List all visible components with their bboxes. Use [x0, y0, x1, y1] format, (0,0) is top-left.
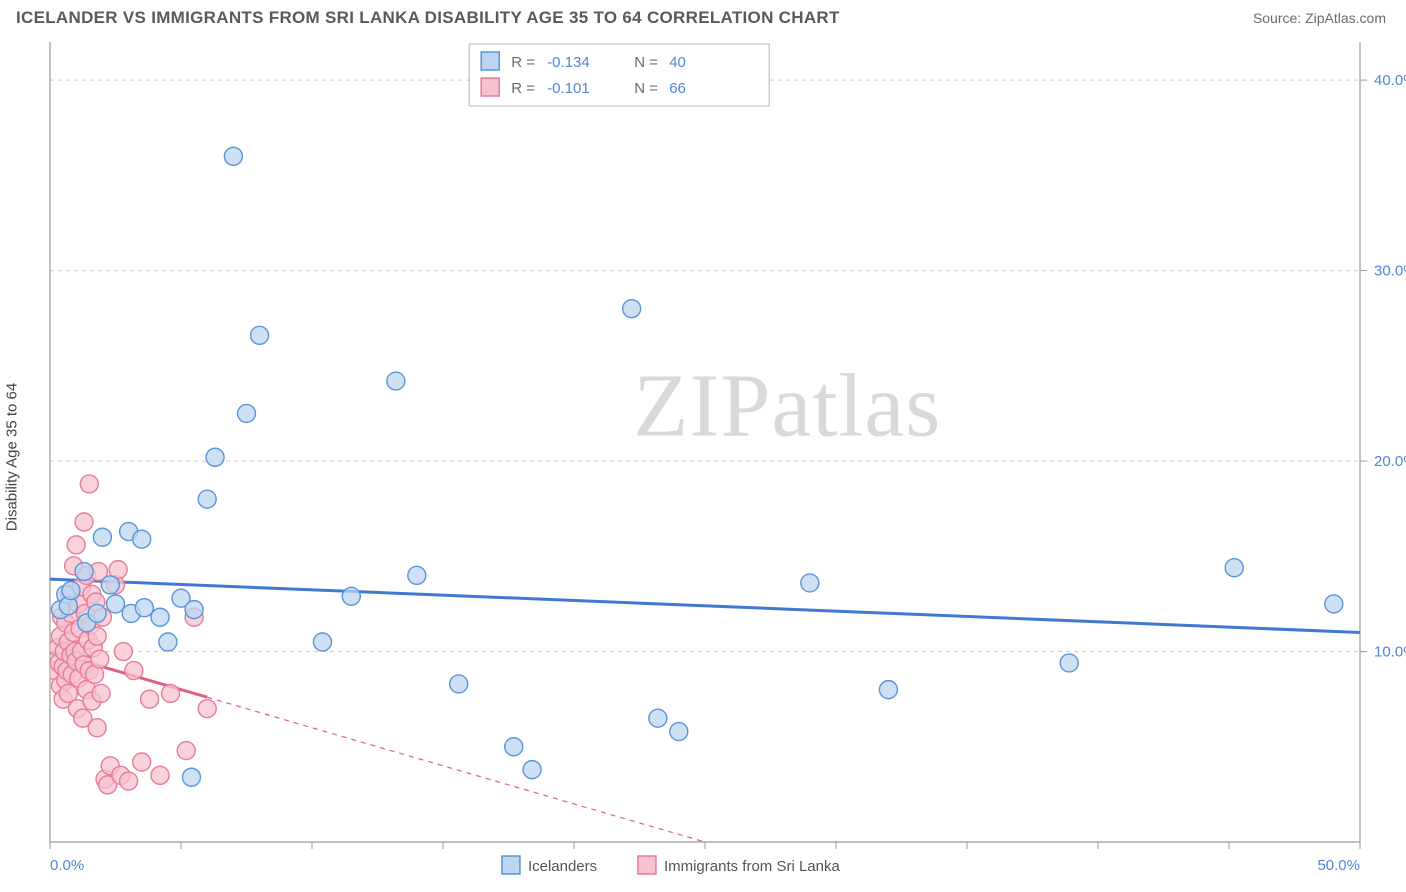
- data-point: [198, 700, 216, 718]
- data-point: [88, 604, 106, 622]
- data-point: [159, 633, 177, 651]
- data-point: [151, 608, 169, 626]
- data-point: [387, 372, 405, 390]
- data-point: [101, 576, 119, 594]
- legend-r-value: -0.134: [547, 54, 590, 71]
- data-point: [198, 490, 216, 508]
- y-tick-label: 40.0%: [1374, 72, 1406, 89]
- data-point: [125, 662, 143, 680]
- data-point: [88, 719, 106, 737]
- data-point: [133, 753, 151, 771]
- data-point: [1325, 595, 1343, 613]
- data-point: [162, 684, 180, 702]
- legend-swatch: [481, 78, 499, 96]
- data-point: [224, 147, 242, 165]
- data-point: [135, 599, 153, 617]
- legend-r-label: R =: [511, 80, 535, 97]
- data-point: [91, 650, 109, 668]
- x-tick-label: 50.0%: [1317, 857, 1360, 874]
- data-point: [206, 448, 224, 466]
- legend-swatch: [481, 52, 499, 70]
- data-point: [141, 690, 159, 708]
- data-point: [62, 582, 80, 600]
- legend-n-label: N =: [634, 80, 658, 97]
- legend-swatch: [502, 856, 520, 874]
- data-point: [1060, 654, 1078, 672]
- trend-line-dashed: [207, 697, 705, 842]
- data-point: [177, 742, 195, 760]
- data-point: [120, 772, 138, 790]
- data-point: [185, 601, 203, 619]
- data-point: [879, 681, 897, 699]
- data-point: [670, 723, 688, 741]
- data-point: [107, 595, 125, 613]
- y-tick-label: 10.0%: [1374, 644, 1406, 661]
- data-point: [75, 513, 93, 531]
- data-point: [92, 684, 110, 702]
- y-tick-label: 30.0%: [1374, 263, 1406, 280]
- legend-n-value: 40: [669, 54, 686, 71]
- legend-swatch: [638, 856, 656, 874]
- data-point: [151, 766, 169, 784]
- data-point: [313, 633, 331, 651]
- data-point: [75, 563, 93, 581]
- chart-container: Disability Age 35 to 64 ZIPatlas 0.0%50.…: [0, 32, 1406, 882]
- data-point: [1225, 559, 1243, 577]
- data-point: [251, 326, 269, 344]
- data-point: [133, 530, 151, 548]
- page-title: ICELANDER VS IMMIGRANTS FROM SRI LANKA D…: [16, 8, 840, 28]
- data-point: [342, 587, 360, 605]
- data-point: [238, 404, 256, 422]
- legend-n-value: 66: [669, 80, 686, 97]
- data-point: [182, 768, 200, 786]
- y-axis-label: Disability Age 35 to 64: [4, 383, 21, 531]
- trend-line: [50, 579, 1360, 632]
- legend-n-label: N =: [634, 54, 658, 71]
- data-point: [801, 574, 819, 592]
- data-point: [649, 709, 667, 727]
- scatter-chart: 0.0% 50.0% 10.0% 20.0% 30.0% 40.0% R = -0.134 N …: [0, 32, 1406, 882]
- legend-r-value: -0.101: [547, 80, 590, 97]
- data-point: [505, 738, 523, 756]
- data-point: [114, 643, 132, 661]
- x-tick-label: 0.0%: [50, 857, 84, 874]
- data-point: [67, 536, 85, 554]
- legend-r-label: R =: [511, 54, 535, 71]
- data-point: [408, 566, 426, 584]
- data-point: [450, 675, 468, 693]
- legend-label: Immigrants from Sri Lanka: [664, 858, 841, 875]
- data-point: [623, 300, 641, 318]
- source-attribution: Source: ZipAtlas.com: [1253, 10, 1386, 26]
- data-point: [80, 475, 98, 493]
- y-tick-label: 20.0%: [1374, 453, 1406, 470]
- data-point: [523, 761, 541, 779]
- legend-label: Icelanders: [528, 858, 597, 875]
- data-point: [93, 528, 111, 546]
